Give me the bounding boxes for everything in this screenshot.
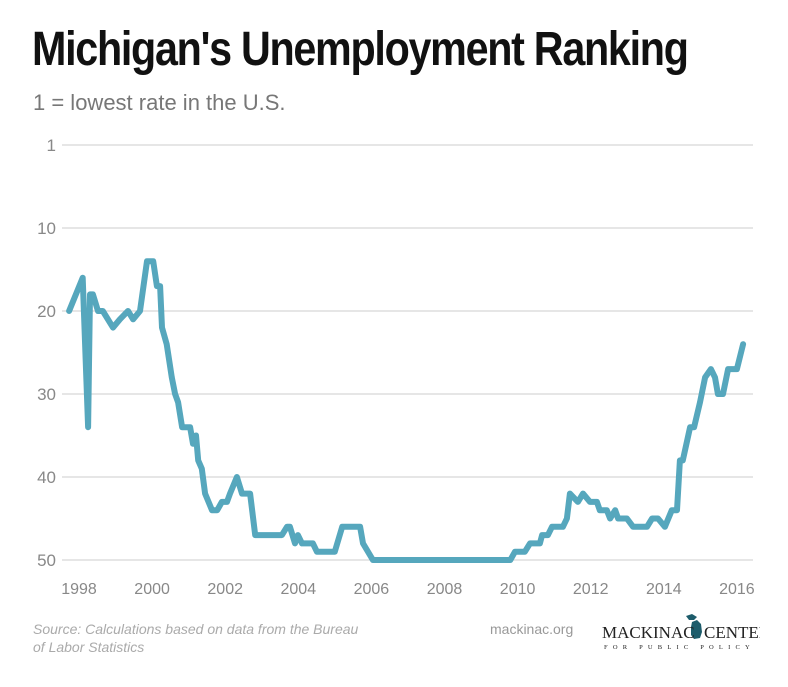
y-tick-label: 10	[37, 219, 56, 238]
source-line-1: Source: Calculations based on data from …	[33, 621, 359, 637]
x-tick-label: 2014	[646, 581, 682, 598]
x-tick-label: 2012	[573, 581, 609, 598]
source-note: Source: Calculations based on data from …	[33, 620, 413, 656]
chart-subtitle: 1 = lowest rate in the U.S.	[33, 90, 286, 115]
x-tick-label: 2016	[719, 581, 755, 598]
y-tick-label: 40	[37, 468, 56, 487]
y-tick-label: 50	[37, 551, 56, 570]
svg-text:FOR PUBLIC POLICY: FOR PUBLIC POLICY	[604, 644, 755, 651]
mackinac-center-logo: MACKINAC CENTER FOR PUBLIC POLICY	[602, 614, 760, 651]
x-tick-label: 2004	[281, 581, 317, 598]
svg-text:CENTER: CENTER	[704, 623, 760, 642]
x-tick-label: 2000	[134, 581, 170, 598]
series-line	[66, 258, 747, 563]
source-line-2: of Labor Statistics	[33, 639, 145, 655]
michigan-icon	[686, 614, 702, 639]
x-tick-label: 2010	[500, 581, 536, 598]
site-link: mackinac.org	[490, 621, 574, 637]
y-tick-label: 20	[37, 302, 56, 321]
chart-title: Michigan's Unemployment Ranking	[32, 23, 689, 76]
x-tick-label: 2002	[207, 581, 243, 598]
x-tick-label: 2008	[427, 581, 463, 598]
x-tick-label: 1998	[61, 581, 97, 598]
svg-text:MACKINAC: MACKINAC	[602, 623, 695, 642]
x-tick-label: 2006	[354, 581, 390, 598]
y-tick-label: 1	[47, 136, 56, 155]
y-tick-label: 30	[37, 385, 56, 404]
